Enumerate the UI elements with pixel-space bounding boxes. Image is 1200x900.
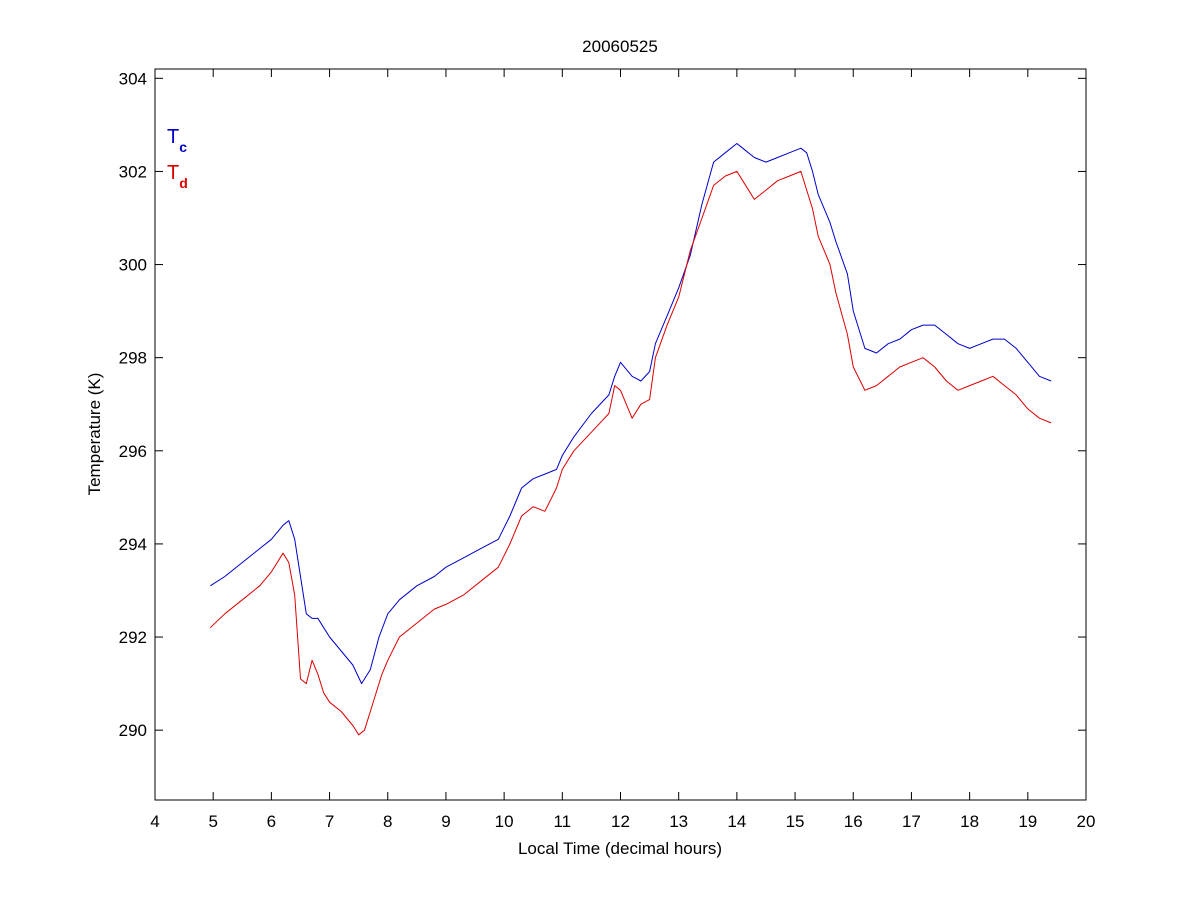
y-tick-label: 300 bbox=[119, 256, 147, 275]
legend-td-main: T bbox=[167, 162, 179, 184]
y-tick-label: 290 bbox=[119, 721, 147, 740]
x-tick-label: 18 bbox=[960, 812, 979, 831]
x-tick-label: 4 bbox=[150, 812, 159, 831]
y-tick-label: 292 bbox=[119, 628, 147, 647]
legend-td: Td bbox=[167, 162, 188, 191]
series-line-tc bbox=[210, 143, 1052, 685]
series-line-td bbox=[209, 170, 1052, 736]
chart-title: 20060525 bbox=[582, 37, 658, 56]
x-tick-label: 6 bbox=[267, 812, 276, 831]
x-tick-label: 7 bbox=[325, 812, 334, 831]
x-tick-label: 15 bbox=[786, 812, 805, 831]
x-tick-label: 12 bbox=[611, 812, 630, 831]
x-tick-label: 11 bbox=[553, 812, 571, 831]
plot-area bbox=[154, 68, 1087, 801]
x-tick-label: 9 bbox=[441, 812, 450, 831]
x-tick-label: 10 bbox=[495, 812, 514, 831]
legend-tc: Tc bbox=[167, 126, 187, 155]
legend: Tc Td bbox=[167, 126, 188, 191]
y-tick-label: 296 bbox=[119, 442, 147, 461]
x-tick-label: 8 bbox=[383, 812, 392, 831]
x-tick-label: 5 bbox=[208, 812, 217, 831]
ticks-layer: 4 5 6 7 8 9 10 11 12 13 14 15 16 17 18 19 20 290 292 294 296… bbox=[119, 69, 1096, 831]
x-tick-label: 20 bbox=[1077, 812, 1096, 831]
y-tick-label: 294 bbox=[119, 535, 147, 554]
y-axis-label: Temperature (K) bbox=[85, 373, 104, 496]
x-tick-label: 16 bbox=[844, 812, 863, 831]
x-axis-label: Local Time (decimal hours) bbox=[518, 839, 722, 858]
y-tick-label: 302 bbox=[119, 162, 147, 181]
x-tick-label: 13 bbox=[669, 812, 688, 831]
legend-tc-sub: c bbox=[179, 139, 187, 155]
series-layer bbox=[209, 143, 1052, 736]
y-tick-label: 304 bbox=[119, 69, 147, 88]
x-tick-label: 14 bbox=[727, 812, 746, 831]
legend-tc-main: T bbox=[167, 126, 179, 148]
legend-td-sub: d bbox=[179, 175, 188, 191]
y-tick-label: 298 bbox=[119, 349, 147, 368]
x-tick-label: 19 bbox=[1018, 812, 1037, 831]
x-tick-label: 17 bbox=[902, 812, 921, 831]
